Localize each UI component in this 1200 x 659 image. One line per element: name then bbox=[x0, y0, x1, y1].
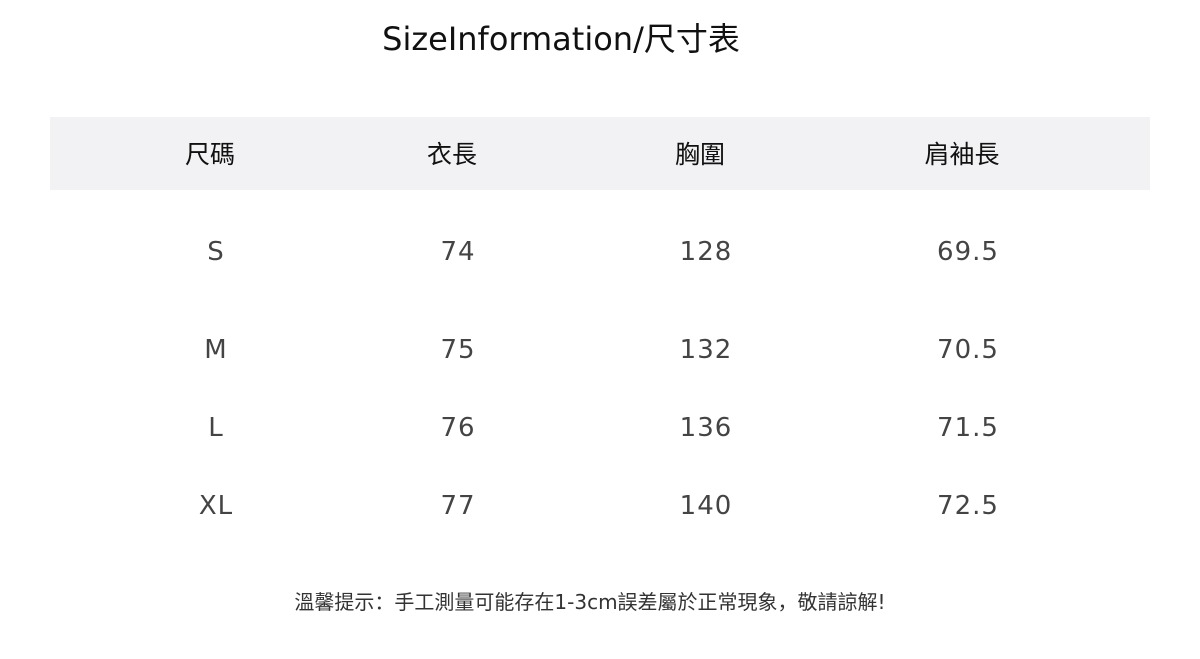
table-cell: 77 bbox=[440, 491, 476, 521]
table-cell: 136 bbox=[679, 413, 733, 443]
column-header: 肩袖長 bbox=[924, 140, 1000, 169]
table-cell: 75 bbox=[440, 335, 476, 365]
table-cell: 76 bbox=[440, 413, 476, 443]
table-header-band bbox=[50, 117, 1150, 190]
measurement-note: 溫馨提示：手工測量可能存在1-3cm誤差屬於正常現象，敬請諒解! bbox=[294, 590, 886, 614]
table-cell: 132 bbox=[679, 335, 733, 365]
column-header: 衣長 bbox=[426, 140, 478, 169]
table-cell: 128 bbox=[679, 237, 733, 267]
size-label: M bbox=[204, 335, 228, 365]
size-label: S bbox=[207, 237, 225, 267]
table-cell: 71.5 bbox=[937, 413, 999, 443]
table-cell: 69.5 bbox=[937, 237, 999, 267]
page-title: SizeInformation/尺寸表 bbox=[382, 20, 740, 58]
size-label: XL bbox=[198, 491, 234, 521]
table-cell: 72.5 bbox=[937, 491, 999, 521]
size-label: L bbox=[208, 413, 224, 443]
column-header: 胸圍 bbox=[674, 140, 726, 169]
table-cell: 74 bbox=[440, 237, 476, 267]
column-header: 尺碼 bbox=[184, 140, 236, 169]
table-cell: 70.5 bbox=[937, 335, 999, 365]
table-cell: 140 bbox=[679, 491, 733, 521]
